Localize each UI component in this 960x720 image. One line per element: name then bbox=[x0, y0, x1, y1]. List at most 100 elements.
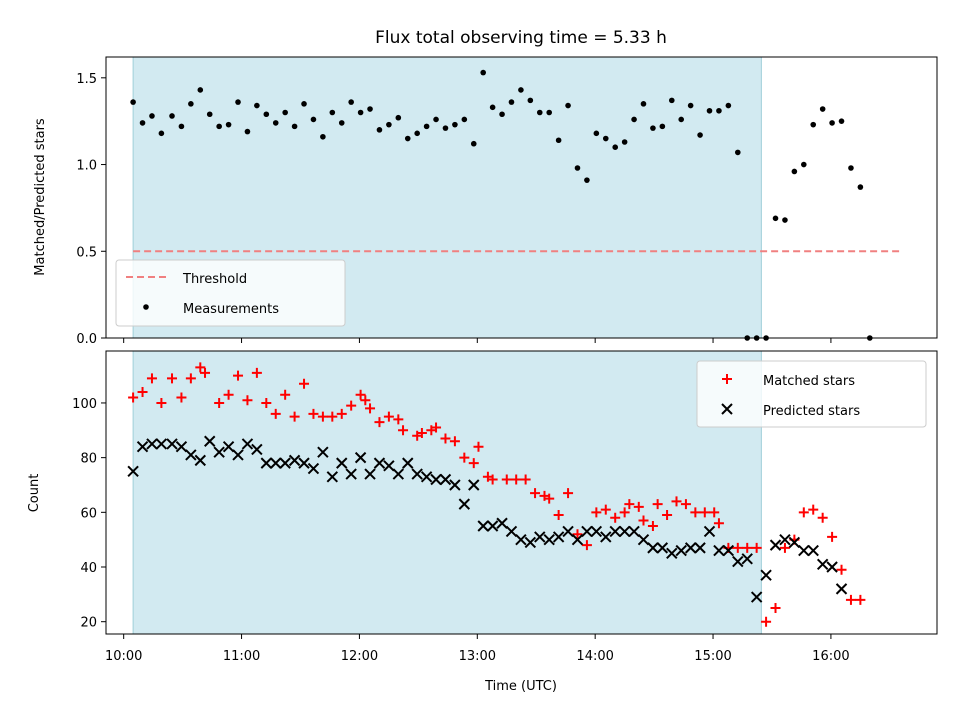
measurement-point bbox=[291, 123, 298, 130]
predicted-star-point bbox=[684, 542, 697, 554]
matched-star-point bbox=[647, 520, 658, 531]
predicted-star-point bbox=[307, 462, 320, 475]
predicted-star-point bbox=[468, 479, 480, 491]
matched-star-point bbox=[289, 411, 300, 422]
matched-star-point bbox=[167, 373, 178, 384]
measurement-point bbox=[367, 106, 373, 112]
x-tick-label: 15:00 bbox=[694, 649, 731, 664]
matched-star-point bbox=[393, 414, 404, 425]
y-tick-label: 20 bbox=[80, 616, 97, 631]
measurement-point bbox=[650, 125, 656, 131]
predicted-star-point bbox=[637, 533, 650, 546]
matched-star-point bbox=[233, 370, 244, 381]
predicted-star-point bbox=[241, 438, 254, 450]
y-tick-label: 1.5 bbox=[76, 72, 97, 87]
predicted-star-point bbox=[166, 438, 178, 450]
predicted-star-point bbox=[439, 473, 452, 486]
predicted-star-point bbox=[628, 525, 640, 538]
measurement-point bbox=[810, 121, 817, 128]
matched-star-point bbox=[699, 507, 710, 518]
predicted-star-point bbox=[146, 438, 158, 450]
predicted-star-point bbox=[826, 561, 838, 573]
measurement-point bbox=[461, 116, 468, 123]
predicted-star-point bbox=[750, 591, 763, 603]
measurement-point bbox=[706, 107, 713, 114]
predicted-star-point bbox=[515, 533, 527, 546]
measurement-point bbox=[734, 149, 741, 156]
measurement-point bbox=[508, 99, 515, 105]
predicted-star-point bbox=[232, 449, 244, 461]
matched-star-point bbox=[317, 411, 328, 422]
measurement-point bbox=[801, 161, 807, 168]
ratio-y-ticks: 0.0 0.5 1.0 1.5 bbox=[76, 72, 106, 347]
x-tick-label: 12:00 bbox=[341, 649, 378, 664]
predicted-star-point bbox=[194, 454, 207, 467]
measurement-point bbox=[536, 109, 543, 116]
ratio-panel: 0.0 0.5 1.0 1.5 Matched/Predicted stars Thr… bbox=[33, 56, 938, 347]
measurement-point bbox=[272, 120, 279, 126]
legend-measurement-swatch bbox=[143, 304, 149, 310]
x-tick-label: 16:00 bbox=[812, 649, 849, 664]
predicted-star-point bbox=[543, 533, 555, 546]
predicted-stars-points bbox=[127, 435, 848, 603]
predicted-star-point bbox=[458, 498, 471, 510]
matched-star-point bbox=[280, 389, 291, 400]
predicted-star-point bbox=[496, 517, 508, 529]
matched-star-point bbox=[398, 425, 409, 436]
measurement-point bbox=[848, 165, 854, 171]
matched-star-point bbox=[200, 367, 211, 378]
measurement-point bbox=[395, 114, 402, 121]
matched-star-point bbox=[610, 512, 621, 523]
measurement-point bbox=[442, 125, 449, 131]
matched-star-point bbox=[827, 531, 838, 542]
measurement-point bbox=[678, 116, 685, 123]
matched-star-point bbox=[501, 474, 512, 485]
matched-star-point bbox=[270, 408, 281, 419]
predicted-star-point bbox=[430, 473, 442, 486]
predicted-star-point bbox=[581, 525, 593, 538]
predicted-star-point bbox=[769, 539, 782, 551]
predicted-star-point bbox=[713, 544, 725, 557]
measurement-point bbox=[565, 102, 571, 109]
measurement-point bbox=[593, 130, 600, 137]
predicted-star-point bbox=[798, 544, 810, 557]
predicted-star-point bbox=[666, 547, 678, 560]
predicted-star-point bbox=[703, 525, 716, 538]
predicted-star-point bbox=[175, 440, 188, 453]
measurement-point bbox=[310, 116, 317, 123]
legend-measurement-label: Measurements bbox=[183, 302, 279, 317]
matched-star-point bbox=[638, 515, 649, 526]
measurement-point bbox=[640, 101, 647, 107]
predicted-star-point bbox=[213, 446, 225, 458]
predicted-star-point bbox=[788, 536, 801, 549]
matched-star-point bbox=[563, 488, 574, 499]
x-tick-label: 13:00 bbox=[459, 649, 496, 664]
measurement-point bbox=[631, 116, 637, 123]
matched-star-point bbox=[128, 392, 139, 403]
measurement-point bbox=[659, 123, 666, 130]
predicted-star-point bbox=[373, 457, 386, 469]
predicted-star-point bbox=[675, 544, 687, 557]
measurement-point bbox=[216, 123, 222, 130]
measurement-point bbox=[518, 87, 524, 93]
measurement-point bbox=[235, 99, 241, 105]
predicted-star-point bbox=[600, 531, 612, 543]
matched-star-point bbox=[308, 408, 319, 419]
predicted-star-point bbox=[609, 525, 621, 538]
matched-star-point bbox=[251, 367, 262, 378]
matched-star-point bbox=[449, 436, 460, 447]
predicted-star-point bbox=[279, 457, 291, 469]
matched-star-point bbox=[365, 403, 376, 414]
predicted-star-point bbox=[392, 468, 405, 480]
predicted-star-point bbox=[155, 438, 168, 450]
predicted-star-point bbox=[816, 558, 829, 570]
measurement-point bbox=[254, 102, 260, 109]
predicted-star-point bbox=[552, 531, 565, 543]
matched-star-point bbox=[624, 499, 635, 510]
predicted-star-point bbox=[383, 460, 395, 472]
predicted-star-point bbox=[486, 520, 499, 532]
ratio-panel-frame bbox=[105, 56, 938, 339]
measurement-point bbox=[621, 139, 628, 145]
predicted-star-point bbox=[185, 449, 197, 461]
predicted-star-point bbox=[656, 542, 669, 554]
